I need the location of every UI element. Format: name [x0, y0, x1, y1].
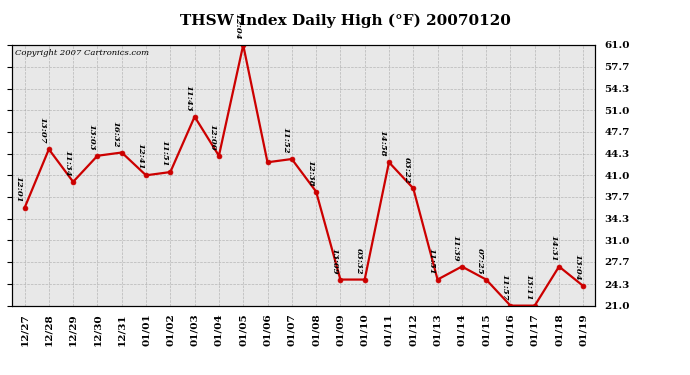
- Text: 16:32: 16:32: [112, 121, 119, 147]
- Text: 11:57: 11:57: [500, 274, 509, 300]
- Text: 11:43: 11:43: [184, 85, 193, 111]
- Text: 13:03: 13:03: [88, 124, 95, 150]
- Text: THSW Index Daily High (°F) 20070120: THSW Index Daily High (°F) 20070120: [179, 13, 511, 27]
- Text: 11:39: 11:39: [452, 235, 460, 261]
- Text: 12:41: 12:41: [136, 144, 144, 170]
- Text: 14:58: 14:58: [379, 130, 387, 157]
- Text: 11:34: 11:34: [63, 150, 71, 177]
- Text: 11:51: 11:51: [428, 248, 435, 274]
- Text: 11:51: 11:51: [160, 140, 168, 167]
- Text: 03:22: 03:22: [403, 156, 411, 183]
- Text: 14:31: 14:31: [549, 235, 557, 261]
- Text: 13:11: 13:11: [524, 274, 533, 300]
- Text: 13:04: 13:04: [573, 254, 581, 281]
- Text: 12:01: 12:01: [14, 176, 23, 203]
- Text: 12:38: 12:38: [306, 160, 314, 186]
- Text: 13:09: 13:09: [331, 248, 338, 274]
- Text: 03:32: 03:32: [355, 248, 363, 274]
- Text: 13:07: 13:07: [39, 117, 47, 144]
- Text: Copyright 2007 Cartronics.com: Copyright 2007 Cartronics.com: [15, 49, 150, 57]
- Text: 12:04: 12:04: [233, 13, 241, 40]
- Text: 12:00: 12:00: [209, 124, 217, 150]
- Text: 11:52: 11:52: [282, 127, 290, 154]
- Text: 07:25: 07:25: [476, 248, 484, 274]
